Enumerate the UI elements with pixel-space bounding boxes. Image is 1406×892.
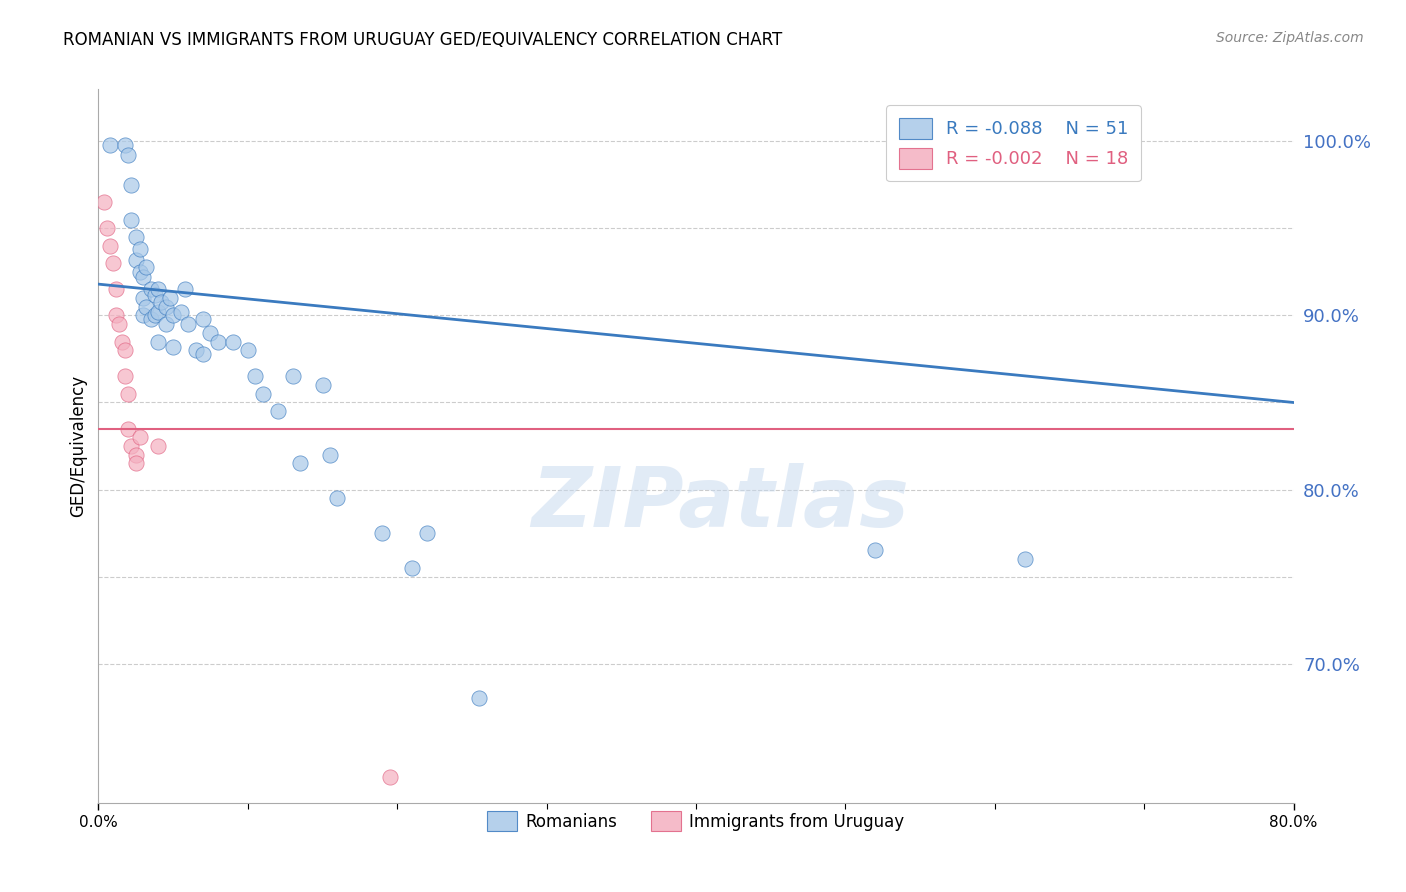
Point	[222, 334, 245, 349]
Point	[135, 260, 157, 274]
Point	[132, 270, 155, 285]
Point	[148, 334, 170, 349]
Point	[401, 561, 423, 575]
Point	[148, 305, 170, 319]
Point	[1014, 552, 1036, 566]
Point	[114, 343, 136, 358]
Point	[93, 195, 115, 210]
Point	[252, 386, 274, 401]
Point	[129, 265, 152, 279]
Point	[120, 439, 142, 453]
Point	[139, 312, 162, 326]
Point	[125, 230, 148, 244]
Point	[98, 137, 122, 152]
Point	[117, 386, 139, 401]
Point	[98, 239, 122, 253]
Point	[162, 340, 184, 354]
Point	[207, 334, 229, 349]
Point	[111, 334, 134, 349]
Point	[125, 252, 148, 267]
Point	[148, 439, 170, 453]
Point	[117, 148, 139, 162]
Point	[143, 309, 166, 323]
Point	[129, 430, 152, 444]
Point	[200, 326, 222, 340]
Point	[416, 526, 439, 541]
Point	[468, 691, 491, 706]
Point	[191, 312, 214, 326]
Point	[96, 221, 118, 235]
Point	[114, 369, 136, 384]
Point	[114, 137, 136, 152]
Point	[267, 404, 290, 418]
Legend: Romanians, Immigrants from Uruguay: Romanians, Immigrants from Uruguay	[481, 805, 911, 838]
Text: Source: ZipAtlas.com: Source: ZipAtlas.com	[1216, 31, 1364, 45]
Point	[108, 317, 131, 331]
Point	[191, 347, 214, 361]
Point	[120, 178, 142, 192]
Point	[326, 491, 349, 506]
Text: ZIPatlas: ZIPatlas	[531, 463, 908, 543]
Point	[120, 212, 142, 227]
Point	[132, 291, 155, 305]
Point	[865, 543, 887, 558]
Point	[174, 282, 197, 296]
Point	[159, 291, 181, 305]
Point	[184, 343, 207, 358]
Point	[105, 282, 128, 296]
Point	[150, 294, 173, 309]
Point	[155, 317, 177, 331]
Point	[177, 317, 200, 331]
Point	[371, 526, 394, 541]
Point	[236, 343, 259, 358]
Point	[288, 457, 311, 471]
Point	[378, 770, 401, 784]
Point	[143, 287, 166, 301]
Point	[169, 305, 191, 319]
Point	[139, 282, 162, 296]
Y-axis label: GED/Equivalency: GED/Equivalency	[69, 375, 87, 517]
Text: ROMANIAN VS IMMIGRANTS FROM URUGUAY GED/EQUIVALENCY CORRELATION CHART: ROMANIAN VS IMMIGRANTS FROM URUGUAY GED/…	[63, 31, 783, 49]
Point	[132, 309, 155, 323]
Point	[129, 243, 152, 257]
Point	[103, 256, 125, 270]
Point	[311, 378, 333, 392]
Point	[245, 369, 267, 384]
Point	[125, 448, 148, 462]
Point	[148, 282, 170, 296]
Point	[117, 421, 139, 435]
Point	[319, 448, 342, 462]
Point	[281, 369, 304, 384]
Point	[162, 309, 184, 323]
Point	[105, 309, 128, 323]
Point	[125, 457, 148, 471]
Point	[155, 300, 177, 314]
Point	[135, 300, 157, 314]
